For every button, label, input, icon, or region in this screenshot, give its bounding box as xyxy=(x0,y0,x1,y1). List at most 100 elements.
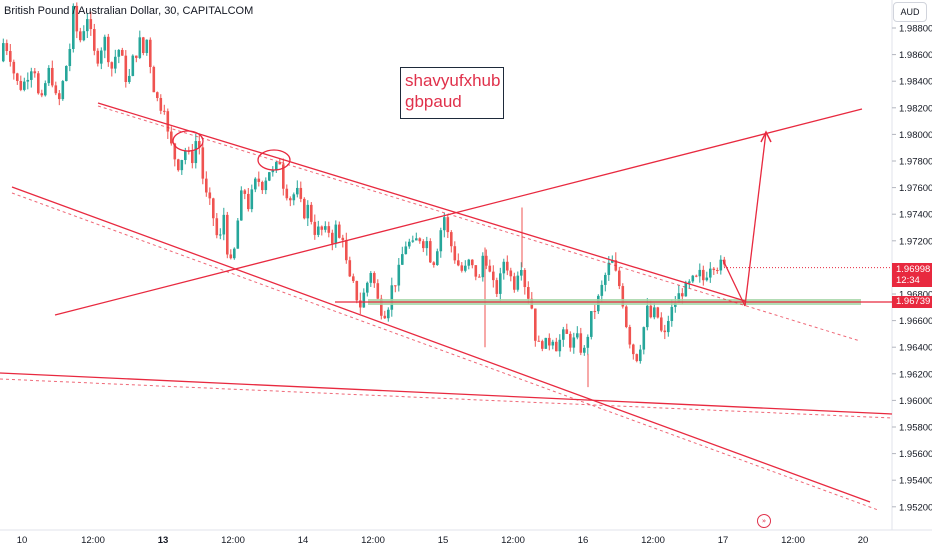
candle-up xyxy=(61,81,65,100)
candle-up xyxy=(138,37,142,58)
x-tick-label: 12:00 xyxy=(361,535,385,546)
candle-down xyxy=(208,192,212,199)
trend-line xyxy=(744,131,767,307)
candle-down xyxy=(376,283,380,299)
candle-down xyxy=(338,224,341,238)
text-note[interactable]: shavyufxhub gbpaud xyxy=(400,67,504,119)
candle-down xyxy=(593,311,597,313)
candle-up xyxy=(551,341,555,346)
y-tick-label: 1.96200 xyxy=(899,369,932,380)
candle-up xyxy=(264,180,268,191)
candle-up xyxy=(670,306,674,322)
candle-down xyxy=(446,217,450,233)
candle-down xyxy=(422,241,425,249)
candle-down xyxy=(142,37,145,54)
currency-button[interactable]: AUD xyxy=(893,2,927,22)
y-tick-label: 1.98000 xyxy=(899,130,932,141)
candle-up xyxy=(131,55,135,76)
candle-up xyxy=(607,262,611,275)
candle-down xyxy=(75,5,79,32)
candle-down xyxy=(474,265,478,277)
trend-line xyxy=(11,186,871,503)
candle-up xyxy=(72,5,75,50)
candle-down xyxy=(135,55,138,58)
note-line-1: shavyufxhub xyxy=(405,71,501,90)
x-tick-label: 17 xyxy=(718,535,729,546)
candle-down xyxy=(79,31,82,41)
trend-line-dashed xyxy=(97,105,861,342)
candle-up xyxy=(436,251,439,266)
candle-up xyxy=(677,293,681,304)
candle-down xyxy=(37,73,40,94)
candle-up xyxy=(306,204,310,219)
candle-down xyxy=(569,333,572,348)
candle-down xyxy=(89,19,93,30)
candle-up xyxy=(583,347,586,353)
candle-up xyxy=(268,172,271,181)
candle-down xyxy=(352,276,355,282)
candle-down xyxy=(716,270,719,272)
candle-up xyxy=(411,240,415,242)
x-tick-label: 12:00 xyxy=(641,535,665,546)
candle-down xyxy=(163,110,166,112)
candle-down xyxy=(285,188,289,199)
y-tick-label: 1.95600 xyxy=(899,449,932,460)
candle-down xyxy=(247,193,250,210)
candle-down xyxy=(541,341,544,349)
candle-up xyxy=(502,261,506,274)
candle-down xyxy=(478,276,481,278)
x-tick-label: 16 xyxy=(578,535,589,546)
x-tick-label: 13 xyxy=(158,535,169,546)
candle-up xyxy=(2,43,5,62)
candle-down xyxy=(527,287,530,299)
goto-realtime-icon[interactable]: » xyxy=(757,514,771,528)
candle-up xyxy=(44,83,47,96)
y-tick-label: 1.96600 xyxy=(899,316,932,327)
candle-up xyxy=(415,238,418,241)
candle-down xyxy=(341,237,345,241)
candle-down xyxy=(278,162,282,165)
candle-down xyxy=(649,305,653,318)
x-tick-label: 12:00 xyxy=(781,535,805,546)
candle-down xyxy=(289,198,292,201)
candle-up xyxy=(194,141,198,164)
candle-down xyxy=(282,164,285,189)
candle-up xyxy=(443,217,446,231)
candle-down xyxy=(509,270,513,277)
candle-down xyxy=(198,141,201,148)
candle-down xyxy=(96,50,100,64)
candle-down xyxy=(579,333,583,353)
candle-down xyxy=(215,218,219,236)
candle-up xyxy=(667,321,670,333)
candle-up xyxy=(362,292,366,308)
candle-down xyxy=(121,49,124,56)
candle-down xyxy=(702,269,705,281)
candle-up xyxy=(369,273,373,283)
candle-up xyxy=(600,284,604,296)
candle-down xyxy=(632,344,635,355)
candle-down xyxy=(380,298,383,316)
candle-down xyxy=(320,226,324,230)
candle-up xyxy=(604,274,607,285)
price-axis: 1.98800 1.98600 1.98400 1.98200 1.98000 1.978… xyxy=(892,24,932,513)
candle-up xyxy=(719,259,723,271)
candle-up xyxy=(68,49,72,67)
arrow-head xyxy=(760,130,772,143)
candle-down xyxy=(450,232,453,247)
candle-down xyxy=(712,268,716,271)
candle-down xyxy=(54,85,58,94)
candle-down xyxy=(257,178,261,182)
candle-up xyxy=(404,246,408,255)
candle-up xyxy=(467,259,471,266)
candle-up xyxy=(401,254,404,265)
candle-up xyxy=(100,50,103,64)
candle-up xyxy=(439,230,443,252)
candle-up xyxy=(254,178,257,190)
candle-down xyxy=(5,43,9,52)
y-tick-label: 1.98800 xyxy=(899,24,932,35)
candle-down xyxy=(621,286,625,307)
candle-down xyxy=(327,226,331,233)
current-price-value: 1.96998 xyxy=(896,264,931,275)
trend-line xyxy=(54,108,863,316)
